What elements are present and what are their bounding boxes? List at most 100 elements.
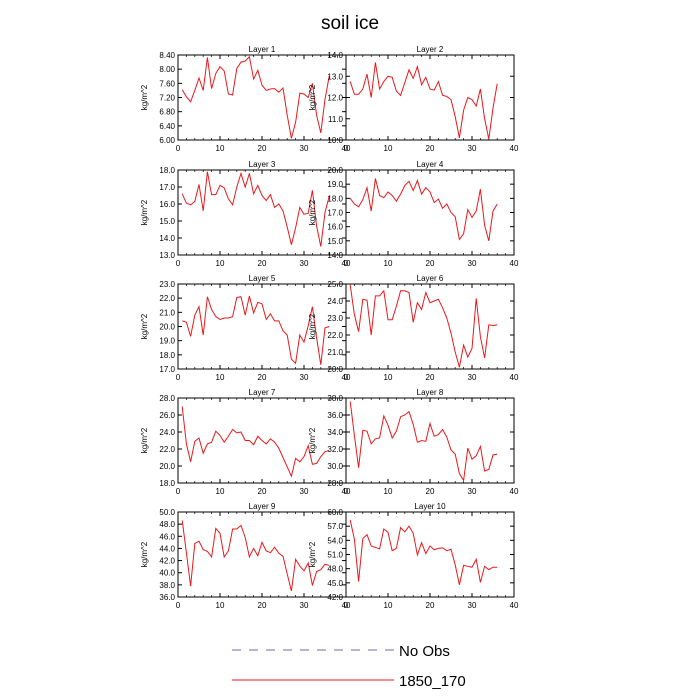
legend-label-1850-170: 1850_170 [399,673,466,690]
layer-9-ytick-label: 48.0 [159,520,175,529]
layer-1-xtick-label: 20 [258,144,267,153]
layer-3-xtick-label: 0 [176,259,181,268]
layer-10-xtick-label: 0 [344,601,349,610]
layer-8-series-line [349,401,498,482]
layer-9-ytick-label: 42.0 [159,557,175,566]
layer-7-xtick-label: 40 [342,487,351,496]
layer-7-ytick-label: 24.0 [159,428,175,437]
layer-6-title: Layer 6 [417,274,444,283]
layer-5-ytick-label: 18.0 [159,351,175,360]
layer-2-panel: Layer 20 10 20 30 4010.011.012.013.014.0kg/m… [308,45,519,153]
layer-9-xtick-label: 10 [216,601,225,610]
layer-1-xtick-label: 10 [216,144,225,153]
layer-2-ytick-label: 10.0 [327,136,343,145]
layer-9-series-line [181,520,330,592]
layer-10-xtick-label: 10 [384,601,393,610]
layer-7-xtick-label: 20 [258,487,267,496]
layer-2-xtick-label: 40 [510,144,519,153]
layer-10-ytick-label: 51.0 [327,551,343,560]
layer-6-ytick-label: 21.0 [327,348,343,357]
layer-7-ytick-label: 18.0 [159,479,175,488]
layer-4-xtick-label: 20 [426,259,435,268]
layer-8-ytick-label: 28.0 [327,479,343,488]
layer-6-xtick-label: 30 [468,373,477,382]
layer-5-ytick-label: 22.0 [159,294,175,303]
layer-6-ytick-label: 23.0 [327,314,343,323]
layer-3-ytick-label: 13.0 [159,251,175,260]
layer-9-xtick-label: 0 [176,601,181,610]
layer-6-xtick-label: 10 [384,373,393,382]
layer-1-ylabel: kg/m^2 [140,84,149,110]
layer-3-ytick-label: 15.0 [159,217,175,226]
layer-2-series-line [349,62,498,140]
layer-2-ylabel: kg/m^2 [308,84,317,110]
layer-10-xtick-label: 30 [468,601,477,610]
layer-1-xtick-label: 40 [342,144,351,153]
layer-6-ylabel: kg/m^2 [308,313,317,339]
layer-3-xtick-label: 20 [258,259,267,268]
layer-7-xtick-label: 0 [176,487,181,496]
layer-10-series-line [349,519,498,585]
layer-6-series-line [349,284,498,368]
layer-3-title: Layer 3 [249,160,276,169]
layer-2-ytick-label: 12.0 [327,94,343,103]
layer-10-title: Layer 10 [414,502,446,511]
layer-6-ytick-label: 24.0 [327,297,343,306]
layer-7-series-line [181,406,330,478]
layer-4-xtick-label: 30 [468,259,477,268]
layer-9-xtick-label: 30 [300,601,309,610]
layer-9-ytick-label: 50.0 [159,508,175,517]
layer-10-ytick-label: 48.0 [327,565,343,574]
layer-8-panel: Layer 80 10 20 30 4028.030.032.034.036.038.0… [308,388,519,496]
layer-10-ytick-label: 60.0 [327,508,343,517]
layer-2-xtick-label: 20 [426,144,435,153]
layer-2-xtick-label: 0 [344,144,349,153]
layer-8-ylabel: kg/m^2 [308,427,317,453]
layer-3-ytick-label: 16.0 [159,200,175,209]
layer-5-ylabel: kg/m^2 [140,313,149,339]
layer-7-title: Layer 7 [249,388,276,397]
layer-2-ytick-label: 14.0 [327,51,343,60]
layer-8-ytick-label: 38.0 [327,394,343,403]
layer-5-ytick-label: 21.0 [159,308,175,317]
layer-10-ytick-label: 57.0 [327,522,343,531]
layer-3-xtick-label: 30 [300,259,309,268]
layer-3-series-line [181,171,330,247]
layer-6-xtick-label: 0 [344,373,349,382]
layer-1-ytick-label: 6.40 [159,122,175,131]
layer-6-ytick-label: 25.0 [327,280,343,289]
layer-4-ytick-label: 20.0 [327,166,343,175]
layer-4-ytick-label: 19.0 [327,180,343,189]
layer-4-title: Layer 4 [417,160,444,169]
layer-10-xtick-label: 20 [426,601,435,610]
layer-5-panel: Layer 5 0 10 20 30 40 17.0 18.0 19.0 20.0 21.0 22.0… [140,274,351,382]
layer-6-xtick-label: 20 [426,373,435,382]
layer-5-series-line [182,295,330,365]
layer-5-xtick-label: 30 [300,373,309,382]
layer-8-title: Layer 8 [417,388,444,397]
layer-9-ytick-label: 40.0 [159,569,175,578]
layer-6-ytick-label: 20.0 [327,365,343,374]
layer-4-xtick-label: 10 [384,259,393,268]
layer-1-xtick-label: 0 [176,144,181,153]
layer-1-ytick-label: 7.20 [159,94,175,103]
layer-4-ylabel: kg/m^2 [308,199,317,225]
layer-8-ytick-label: 30.0 [327,462,343,471]
layer-1-ytick-label: 7.60 [159,79,175,88]
layer-2-ytick-label: 13.0 [327,72,343,81]
layer-8-xtick-label: 20 [426,487,435,496]
layer-1-ytick-label: 6.80 [159,108,175,117]
layer-9-ytick-label: 44.0 [159,544,175,553]
layer-1-ytick-label: 6.00 [159,136,175,145]
layer-8-ytick-label: 34.0 [327,428,343,437]
layer-9-ytick-label: 38.0 [159,581,175,590]
layer-4-ytick-label: 16.0 [327,223,343,232]
layer-9-xtick-label: 20 [258,601,267,610]
layer-6-xtick-label: 40 [510,373,519,382]
layer-3-ytick-label: 18.0 [159,166,175,175]
layer-1-ytick-label: 8.00 [159,65,175,74]
layer-8-xtick-label: 40 [510,487,519,496]
layer-7-ytick-label: 28.0 [159,394,175,403]
layer-8-xtick-label: 30 [468,487,477,496]
layer-8-xtick-label: 10 [384,487,393,496]
